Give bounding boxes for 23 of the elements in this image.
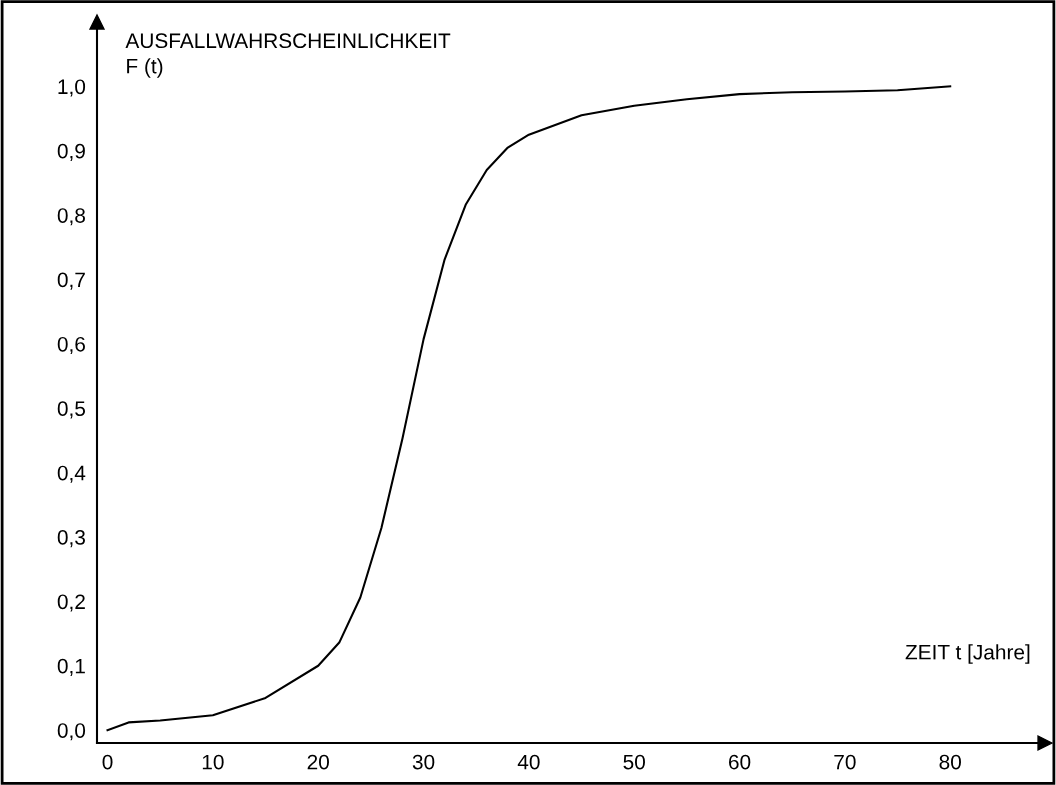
x-axis-title: ZEIT t [Jahre]: [905, 644, 1030, 664]
y-tick-label: 0,4: [57, 465, 86, 483]
y-tick-label: 0,0: [57, 723, 86, 741]
x-tick-label: 60: [729, 754, 751, 770]
y-tick-label: 0,5: [57, 401, 86, 419]
line-series: [106, 85, 952, 732]
y-axis-title: AUSFALLWAHRSCHEINLICHKEIT F (t): [125, 33, 451, 78]
y-tick-label: 0,9: [57, 143, 85, 161]
x-tick-label: 80: [939, 754, 961, 770]
y-tick-label: 0,8: [57, 208, 85, 226]
x-tick-label: 10: [202, 754, 224, 770]
x-tick-label: 50: [623, 754, 645, 770]
x-tick-label: 40: [517, 754, 540, 770]
y-tick-label: 0,6: [57, 336, 85, 355]
x-tick-label: 70: [834, 754, 856, 770]
y-tick-label: 0,7: [57, 272, 85, 290]
x-tick-label: 20: [307, 754, 329, 770]
x-tick-label: 0: [102, 754, 113, 770]
y-tick-label: 1,0: [58, 79, 86, 97]
y-tick-label: 0,1: [57, 658, 85, 676]
y-tick-label: 0,2: [57, 594, 85, 612]
x-tick-label: 30: [412, 754, 435, 770]
y-tick-label: 0,3: [57, 530, 85, 548]
